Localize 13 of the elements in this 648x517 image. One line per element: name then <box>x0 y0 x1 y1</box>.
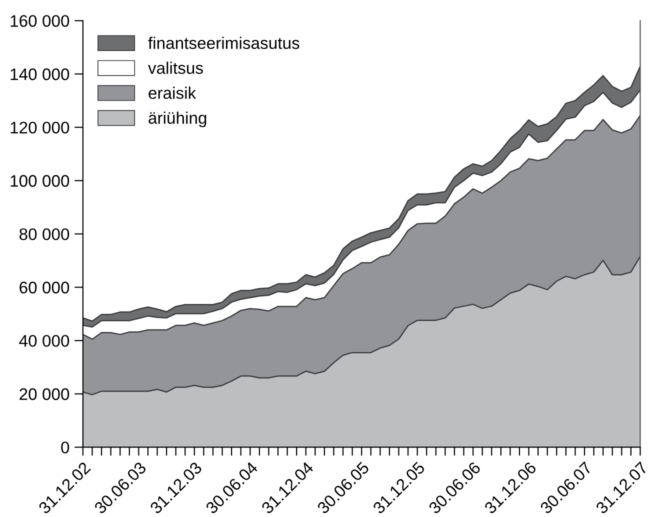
y-tick-label: 140 000 <box>10 68 70 80</box>
y-tick-label: 120 000 <box>10 122 70 134</box>
y-tick-label: 40 000 <box>19 334 70 347</box>
y-tick-label: 20 000 <box>20 388 70 400</box>
legend-label: äriühing <box>148 112 206 128</box>
y-tick-label: 100 000 <box>10 175 70 187</box>
y-tick-label: 80 000 <box>20 228 70 240</box>
legend-label: eraisik <box>148 86 196 99</box>
y-tick-label: 160 000 <box>10 15 70 27</box>
y-tick-label: 60 000 <box>20 282 70 294</box>
legend-label: finantseerimisasutus <box>148 36 300 50</box>
legend-label: valitsus <box>148 62 203 74</box>
y-tick-label: 0 <box>61 442 70 454</box>
